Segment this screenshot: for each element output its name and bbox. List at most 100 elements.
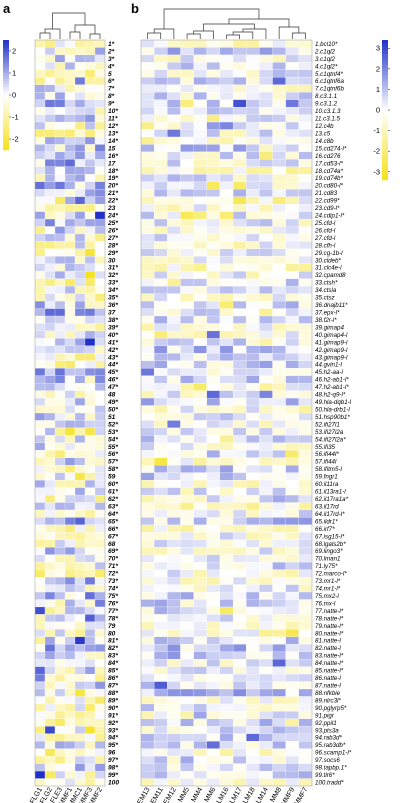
heatmap-cell [44,308,56,317]
heatmap-cell [84,562,96,570]
heatmap-cell [54,84,66,93]
row-label: 83.natte-l* [315,653,344,660]
heatmap-cell [259,524,273,533]
heatmap-cell [167,606,181,615]
heatmap-cell [193,763,207,772]
heatmap-cell [193,278,207,287]
heatmap-cell [259,77,273,85]
heatmap-cell [206,584,221,593]
heatmap-cell [44,353,56,361]
heatmap-cell [193,547,207,555]
heatmap-cell [84,62,96,71]
heatmap-cell [94,599,106,608]
heatmap-cell [298,666,313,675]
heatmap-cell [154,756,168,764]
colorbar-segment [382,127,388,132]
heatmap-cell [84,770,96,779]
heatmap-cell [84,69,96,78]
row-label: 42* [107,347,118,354]
heatmap-cell [298,524,313,533]
heatmap-cell [232,532,247,540]
heatmap-cell [219,218,234,227]
heatmap-cell [154,390,168,399]
heatmap-cell [298,733,313,742]
heatmap-cell [285,159,300,167]
heatmap-cell [219,189,234,197]
heatmap-cell [232,121,247,130]
heatmap-cell [34,241,46,250]
heatmap-cell [259,748,273,757]
heatmap-cell [298,532,313,540]
heatmap-cell [140,203,155,212]
heatmap-cell [140,547,155,555]
heatmap-cell [298,591,313,600]
heatmap-cell [154,636,168,645]
heatmap-cell [193,360,207,369]
heatmap-cell [219,569,234,578]
colorbar-segment [3,147,9,151]
heatmap-cell [64,487,76,496]
heatmap-cell [272,562,286,570]
heatmap-cell [140,353,155,361]
row-label: 73* [108,578,118,585]
heatmap-cell [180,315,194,324]
heatmap-cell [74,472,86,481]
heatmap-cell [259,375,273,384]
heatmap-cell [180,323,194,332]
heatmap-cell [180,397,194,406]
colorbar-segment [3,136,9,140]
heatmap-cell [219,412,234,421]
row-label: 43* [107,354,118,361]
heatmap-cell [232,203,247,212]
heatmap-cell [34,427,46,436]
heatmap-cell [54,718,66,727]
colorbar-segment [382,96,388,100]
heatmap-cell [64,189,76,197]
row-label: 91* [108,712,118,719]
heatmap-cell [34,278,46,287]
row-label: 30.cldeb* [315,257,341,264]
row-label: 63.il17rd [315,503,339,510]
heatmap-cell [74,644,86,652]
heatmap-cell [246,271,260,279]
row-label: 57* [108,459,118,466]
heatmap-cell [64,442,76,451]
heatmap-cell [272,435,286,444]
heatmap-cell [154,673,168,682]
heatmap-cell [44,196,56,205]
heatmap-cell [298,196,313,205]
heatmap-cell [180,293,194,302]
colorbar-segment [382,176,388,181]
heatmap-cell [259,778,273,787]
heatmap-cell [298,375,313,384]
row-label: 72* [108,571,118,578]
heatmap-cell [34,233,46,242]
heatmap-cell [180,196,194,205]
heatmap-cell [232,383,247,391]
heatmap-cell [74,494,86,503]
heatmap-cell [154,711,168,720]
heatmap-cell [94,286,106,294]
heatmap-cell [180,47,194,56]
heatmap-cell [167,539,181,548]
heatmap-cell [154,584,168,593]
heatmap-cell [140,711,155,720]
row-label: 66.irf7* [315,526,335,533]
heatmap-cell [84,166,96,175]
heatmap-cell [54,174,66,182]
heatmap-cell [44,636,56,645]
heatmap-cell [232,547,247,555]
heatmap-cell [193,606,207,615]
heatmap-cell [94,181,106,190]
heatmap-cell [34,345,46,354]
heatmap-cell [285,681,300,690]
heatmap-cell [94,606,106,615]
heatmap-cell [140,166,155,175]
heatmap-cell [272,547,286,555]
heatmap-cell [298,562,313,570]
heatmap-cell [94,218,106,227]
heatmap-cell [193,696,207,705]
heatmap-cell [84,569,96,578]
heatmap-cell [206,77,221,85]
heatmap-cell [154,703,168,712]
